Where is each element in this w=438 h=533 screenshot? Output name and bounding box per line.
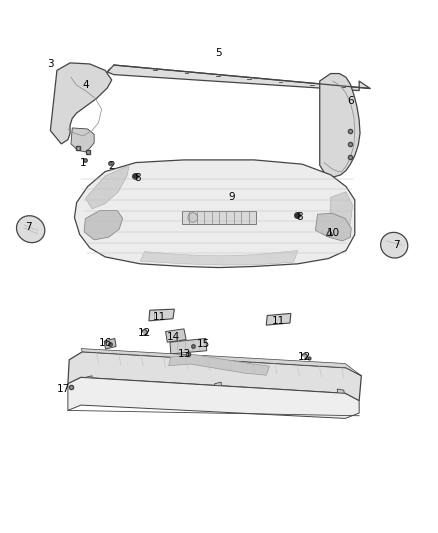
Polygon shape (320, 74, 360, 177)
Polygon shape (329, 192, 353, 236)
Polygon shape (68, 352, 361, 401)
Text: 12: 12 (138, 328, 151, 337)
Text: 15: 15 (197, 339, 210, 349)
Text: 5: 5 (215, 49, 223, 58)
Polygon shape (104, 338, 116, 349)
Text: 13: 13 (177, 350, 191, 359)
Polygon shape (50, 63, 112, 144)
Polygon shape (315, 213, 351, 241)
Text: 7: 7 (393, 240, 400, 250)
Text: 3: 3 (47, 59, 54, 69)
Polygon shape (215, 382, 222, 408)
Ellipse shape (381, 232, 408, 258)
Ellipse shape (17, 216, 45, 243)
Polygon shape (266, 313, 291, 325)
Text: 11: 11 (153, 312, 166, 322)
Polygon shape (166, 329, 186, 342)
Ellipse shape (188, 213, 198, 222)
Text: 12: 12 (298, 352, 311, 362)
Text: 1: 1 (80, 158, 87, 167)
Text: 7: 7 (25, 222, 32, 231)
Text: 8: 8 (297, 213, 304, 222)
Text: 9: 9 (229, 192, 236, 202)
Polygon shape (337, 389, 345, 400)
Text: 4: 4 (82, 80, 89, 90)
Polygon shape (169, 354, 269, 375)
Polygon shape (85, 165, 129, 209)
Polygon shape (84, 211, 123, 240)
Polygon shape (68, 377, 359, 418)
Polygon shape (74, 160, 355, 268)
Text: 16: 16 (99, 338, 112, 348)
Polygon shape (170, 338, 207, 354)
Polygon shape (71, 128, 94, 152)
Polygon shape (149, 309, 174, 321)
Polygon shape (107, 65, 370, 91)
Polygon shape (85, 376, 93, 402)
Text: 17: 17 (57, 384, 70, 394)
Text: 6: 6 (347, 96, 354, 106)
Text: 11: 11 (272, 316, 285, 326)
Text: 8: 8 (134, 173, 141, 183)
Text: 14: 14 (166, 332, 180, 342)
Polygon shape (81, 349, 361, 376)
Polygon shape (140, 251, 298, 265)
Polygon shape (182, 211, 256, 224)
Text: 2: 2 (108, 161, 115, 171)
Text: 10: 10 (326, 229, 339, 238)
